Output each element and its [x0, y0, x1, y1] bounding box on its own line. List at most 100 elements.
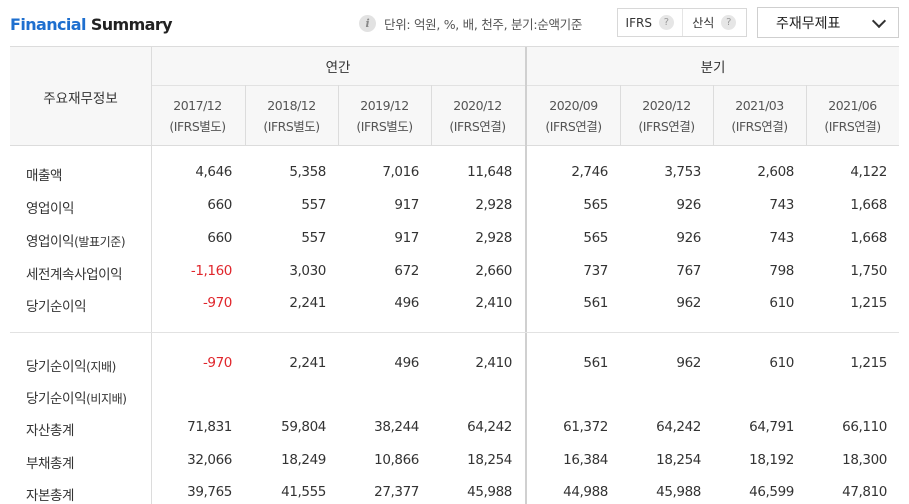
column-period: 2021/03 [735, 97, 784, 113]
table-cell: 45,988 [656, 484, 701, 500]
table-cell: 1,750 [850, 263, 887, 279]
column-basis: (IFRS연결) [545, 118, 602, 134]
table-cell: 46,599 [749, 484, 794, 500]
column-basis: (IFRS별도) [356, 118, 413, 134]
table-cell: -970 [202, 295, 232, 311]
row-label: 영업이익 [26, 197, 74, 217]
column-header-divider [713, 85, 714, 146]
table-cell: 16,384 [563, 452, 608, 468]
table-cell: 66,110 [842, 419, 887, 435]
table-cell: 962 [676, 295, 701, 311]
formula-help-icon[interactable]: ? [721, 15, 737, 30]
financial-summary-table: 주요재무정보 연간 분기 2017/12 (IFRS별도) 2018/12 (IFRS… [10, 46, 899, 504]
column-period: 2017/12 [173, 97, 222, 113]
column-period: 2018/12 [267, 97, 316, 113]
row-label-text: 부채총계 [26, 456, 75, 472]
section-title: Financial Summary [10, 15, 173, 34]
column-basis: (IFRS별도) [263, 118, 320, 134]
table-cell: 59,804 [281, 419, 326, 435]
table-cell: 610 [769, 295, 794, 311]
table-cell: 926 [676, 230, 701, 246]
table-cell: 2,241 [289, 295, 326, 311]
column-header: 2021/06 (IFRS연결) [806, 85, 899, 146]
table-cell: 557 [301, 197, 326, 213]
table-cell: 18,249 [281, 452, 326, 468]
table-cell: 3,753 [664, 164, 701, 180]
table-cell: 1,668 [850, 230, 887, 246]
table-cell: 4,122 [850, 164, 887, 180]
table-cell: 917 [394, 230, 419, 246]
summary-header: Financial Summary i 단위: 억원, %, 배, 천주, 분기… [0, 0, 909, 46]
table-cell: 737 [583, 263, 608, 279]
row-label: 세전계속사업이익 [26, 263, 123, 283]
column-basis: (IFRS연결) [731, 118, 788, 134]
info-icon[interactable]: i [359, 15, 376, 32]
table-cell: 18,254 [467, 452, 512, 468]
table-cell: 1,215 [850, 295, 887, 311]
table-cell: 2,928 [475, 197, 512, 213]
group-header-quarterly: 분기 [700, 60, 726, 76]
column-header-divider [806, 85, 807, 146]
statement-type-value: 주재무제표 [776, 15, 841, 32]
column-header: 2020/12 (IFRS연결) [620, 85, 713, 146]
table-cell: 926 [676, 197, 701, 213]
table-cell: 2,410 [475, 295, 512, 311]
table-cell: 4,646 [195, 164, 232, 180]
row-label-text: 영업이익 [26, 234, 75, 250]
label-column-divider [151, 47, 152, 504]
table-cell: 565 [583, 197, 608, 213]
table-cell: 39,765 [187, 484, 232, 500]
ifrs-help-icon[interactable]: ? [658, 15, 674, 30]
unit-text: 단위: 억원, %, 배, 천주, 분기:순액기준 [384, 17, 583, 32]
table-cell: 32,066 [187, 452, 232, 468]
table-cell: 64,242 [467, 419, 512, 435]
row-label: 당기순이익 [26, 295, 87, 315]
row-section-divider [10, 332, 899, 333]
column-header-divider [431, 85, 432, 146]
table-cell: 1,215 [850, 355, 887, 371]
column-basis: (IFRS연결) [824, 118, 881, 134]
row-label: 매출액 [26, 164, 62, 184]
ifrs-label: IFRS [625, 15, 652, 30]
table-cell: 38,244 [374, 419, 419, 435]
column-period: 2020/12 [642, 97, 691, 113]
table-cell: 610 [769, 355, 794, 371]
table-cell: 743 [769, 197, 794, 213]
table-cell: 3,030 [289, 263, 326, 279]
row-label: 부채총계 [26, 452, 74, 472]
column-header-divider [245, 85, 246, 146]
table-cell: 18,300 [842, 452, 887, 468]
row-label-qualifier: (발표기준) [74, 235, 126, 249]
ifrs-button[interactable]: IFRS ? [618, 9, 682, 36]
column-period: 2019/12 [360, 97, 409, 113]
table-cell: 11,648 [467, 164, 512, 180]
table-header-background [10, 47, 899, 146]
table-cell: 496 [394, 355, 419, 371]
table-cell: 5,358 [289, 164, 326, 180]
table-cell: 10,866 [374, 452, 419, 468]
row-label-text: 자본총계 [26, 488, 75, 504]
column-header: 2018/12 (IFRS별도) [245, 85, 338, 146]
statement-type-select[interactable]: 주재무제표 [757, 7, 899, 38]
title-financial: Financial [10, 15, 86, 34]
column-header-divider [620, 85, 621, 146]
column-period: 2021/06 [828, 97, 877, 113]
annual-quarterly-divider [525, 47, 527, 504]
column-header: 2020/09 (IFRS연결) [527, 85, 620, 146]
table-cell: 64,242 [656, 419, 701, 435]
row-label-text: 세전계속사업이익 [26, 267, 123, 283]
row-label: 자본총계 [26, 484, 74, 504]
table-cell: 47,810 [842, 484, 887, 500]
table-cell: 71,831 [187, 419, 232, 435]
row-label-text: 당기순이익 [26, 299, 87, 315]
column-header: 2021/03 (IFRS연결) [713, 85, 806, 146]
column-basis: (IFRS별도) [169, 118, 226, 134]
label-column-header: 주요재무정보 [43, 90, 118, 107]
row-label: 영업이익(발표기준) [26, 230, 126, 250]
table-cell: 565 [583, 230, 608, 246]
row-label: 당기순이익(지배) [26, 355, 116, 375]
column-header: 2019/12 (IFRS별도) [338, 85, 431, 146]
table-cell: 18,254 [656, 452, 701, 468]
formula-button[interactable]: 산식 ? [681, 9, 747, 36]
table-cell: 44,988 [563, 484, 608, 500]
